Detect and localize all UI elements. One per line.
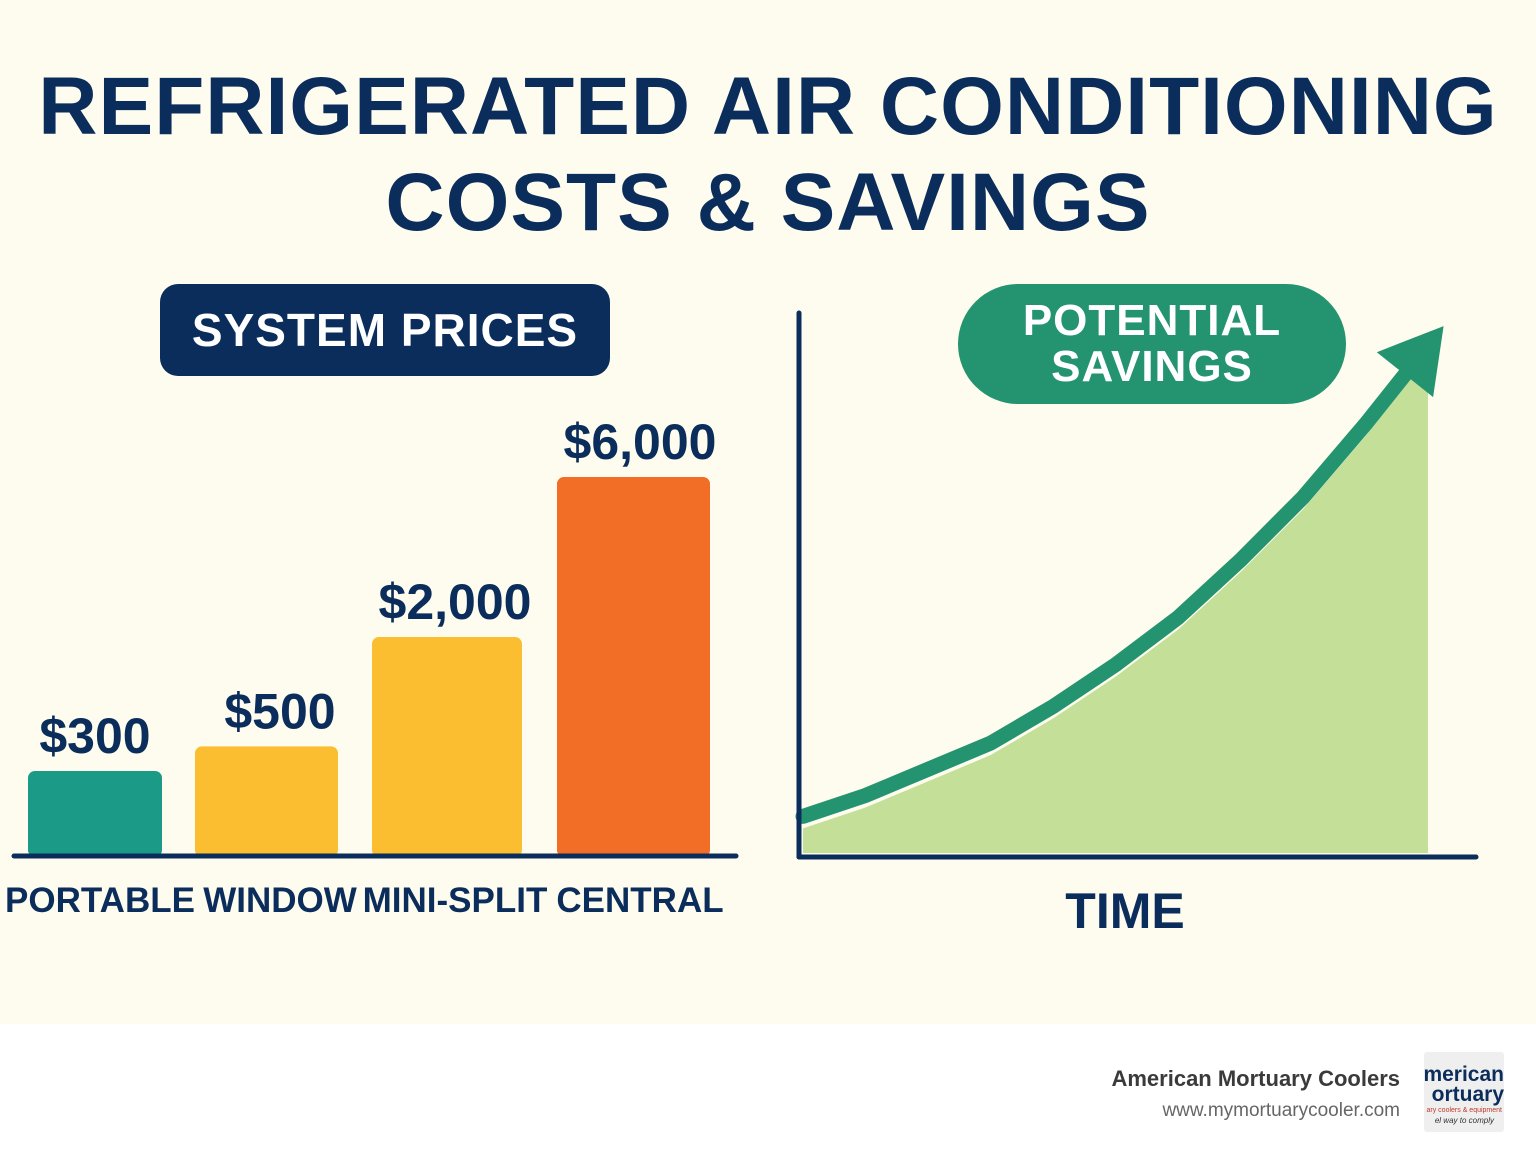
title-line-2: COSTS & SAVINGS <box>385 157 1151 248</box>
company-url[interactable]: www.mymortuarycooler.com <box>1162 1100 1400 1121</box>
logo-text-line-2: ortuary <box>1431 1083 1504 1106</box>
bar-category-label: WINDOW <box>203 881 357 920</box>
savings-x-axis-label: TIME <box>1065 883 1184 939</box>
savings-chart <box>795 326 1444 853</box>
potential-savings-title-line-2: SAVINGS <box>1051 342 1253 391</box>
infographic: REFRIGERATED AIR CONDITIONING COSTS & SA… <box>0 0 1536 1024</box>
system-prices-badge: SYSTEM PRICES <box>160 284 610 376</box>
company-logo: merican ortuary ary coolers & equipment … <box>1424 1052 1504 1132</box>
savings-arrowhead <box>1376 326 1444 398</box>
logo-text-line-1: merican <box>1424 1063 1504 1086</box>
bar-window <box>195 746 338 857</box>
bar-category-label: PORTABLE <box>5 881 195 920</box>
charts-canvas: $300 PORTABLE $500 WINDOW $2,000 MINI-SPLIT $6… <box>5 310 1479 939</box>
system-prices-title: SYSTEM PRICES <box>191 304 579 356</box>
savings-area-fill <box>803 357 1428 853</box>
company-name: American Mortuary Coolers <box>1111 1066 1400 1091</box>
bar-value-label: $300 <box>39 708 150 764</box>
bar-central <box>557 477 710 857</box>
footer: American Mortuary Coolers www.mymortuary… <box>0 1024 1536 1154</box>
bar-category-label: CENTRAL <box>556 881 723 920</box>
bar-value-label: $6,000 <box>564 414 717 470</box>
bar-value-label: $2,000 <box>379 574 532 630</box>
savings-trend-line <box>795 349 1427 824</box>
title-line-1: REFRIGERATED AIR CONDITIONING <box>38 61 1498 152</box>
bar-category-label: MINI-SPLIT <box>363 881 548 920</box>
bar-mini-split <box>372 637 522 857</box>
potential-savings-title-line-1: POTENTIAL <box>1022 295 1282 345</box>
bar-portable <box>28 771 162 857</box>
logo-tagline-2: el way to comply <box>1434 1116 1494 1125</box>
bar-value-label: $500 <box>224 683 335 739</box>
bar-chart: $300 PORTABLE $500 WINDOW $2,000 MINI-SPLIT $6… <box>5 414 724 920</box>
potential-savings-badge: POTENTIAL SAVINGS <box>958 284 1346 404</box>
logo-tagline-1: ary coolers & equipment <box>1426 1107 1502 1114</box>
